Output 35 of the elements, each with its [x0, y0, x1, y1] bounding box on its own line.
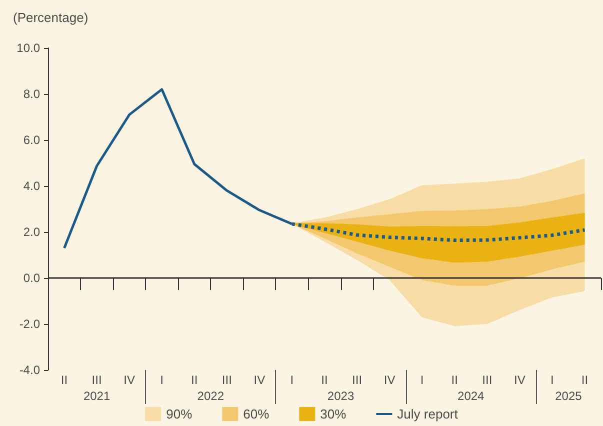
x-tick-label: III	[352, 373, 362, 387]
x-tick-label: II	[451, 373, 458, 387]
x-tick-label: II	[321, 373, 328, 387]
x-tick-label: IV	[254, 373, 266, 387]
x-tick-label: I	[420, 373, 424, 387]
legend-label: July report	[397, 406, 458, 422]
x-tick-label: IV	[514, 373, 526, 387]
x-tick-label: III	[482, 373, 492, 387]
y-tick-label: 0.0	[23, 271, 40, 285]
y-tick-label: 10.0	[16, 41, 40, 55]
x-tick-label: I	[550, 373, 554, 387]
text: 2023	[327, 389, 354, 403]
y-tick-label: -4.0	[19, 363, 40, 377]
x-tick-label: II	[191, 373, 198, 387]
text: 2025	[555, 389, 582, 403]
text: 2024	[458, 389, 485, 403]
legend-label: 60%	[243, 406, 270, 422]
x-tick-label: I	[160, 373, 164, 387]
x-tick-label: II	[581, 373, 588, 387]
text: 2021	[83, 389, 110, 403]
legend-label: 90%	[166, 406, 193, 422]
x-tick-label: IV	[384, 373, 396, 387]
y-tick-label: -2.0	[19, 317, 40, 331]
y-tick-label: 4.0	[23, 179, 40, 193]
text: 2022	[197, 389, 224, 403]
legend-label: 30%	[320, 406, 347, 422]
x-tick-label: IV	[124, 373, 135, 387]
x-tick-label: III	[222, 373, 232, 387]
y-tick-label: 6.0	[23, 133, 40, 147]
x-tick-label: II	[60, 373, 68, 387]
y-axis-title: (Percentage)	[13, 10, 88, 25]
x-tick-label: III	[92, 373, 102, 387]
x-tick-label: I	[290, 373, 294, 387]
y-tick-label: 8.0	[23, 87, 40, 101]
y-tick-label: 2.0	[23, 225, 40, 239]
